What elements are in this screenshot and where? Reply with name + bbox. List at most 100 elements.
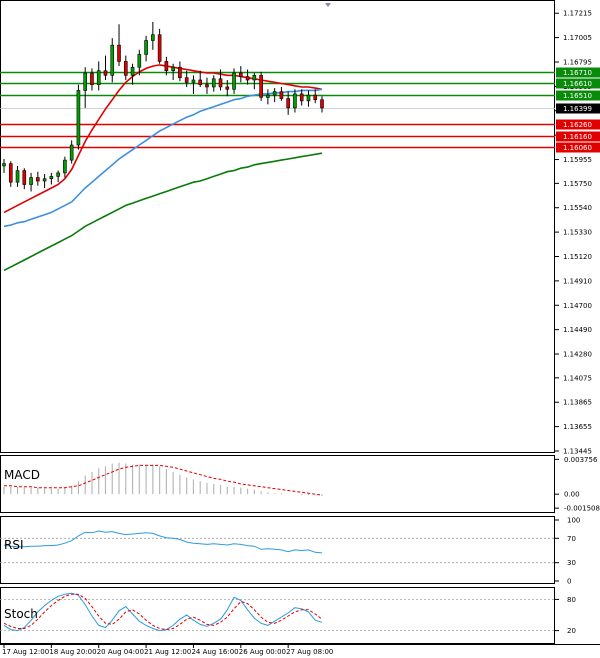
- candle-body-up: [69, 144, 74, 161]
- stoch-tick-label: 20: [567, 627, 576, 635]
- candle-body-down: [8, 163, 13, 183]
- price-level-tag-label: 1.16260: [563, 121, 592, 129]
- candle-body-down: [239, 72, 243, 77]
- price-tick-label: 1.15120: [563, 253, 592, 261]
- candle-body-down: [279, 91, 284, 99]
- current-price-tag-label: 1.16399: [563, 105, 592, 113]
- time-tick-label: 27 Aug 08:00: [286, 648, 333, 656]
- price-tick-label: 1.13655: [563, 423, 592, 431]
- candle-body-up: [76, 90, 81, 146]
- macd-tick-label: -0.001508: [564, 505, 600, 513]
- price-level-tag-label: 1.16510: [563, 92, 592, 100]
- time-tick-label: 20 Aug 04:00: [97, 648, 144, 656]
- moving-average-line-2: [3, 88, 323, 228]
- macd-tick-label: 0.00: [564, 491, 580, 499]
- moving-average-line-3: [3, 152, 323, 272]
- candle-body-up: [293, 93, 297, 109]
- price-tick-label: 1.15330: [563, 229, 592, 237]
- current-price-tag: [556, 103, 600, 114]
- price-level-tag: [556, 131, 600, 142]
- time-tick-label: 17 Aug 12:00: [2, 648, 49, 656]
- price-level-tag: [556, 119, 600, 130]
- candle-body-up: [130, 66, 135, 76]
- candle-body-down: [205, 84, 209, 88]
- candle-body-up: [56, 172, 60, 177]
- price-tick-label: 1.15955: [563, 156, 592, 164]
- candle-body-up: [191, 79, 196, 83]
- price-level-tag-label: 1.16610: [563, 80, 592, 88]
- candle-body-down: [299, 93, 304, 102]
- time-tick-label: 21 Aug 12:00: [144, 648, 191, 656]
- stoch-k-line: [3, 592, 323, 632]
- moving-average-line-1: [3, 64, 323, 214]
- candle-body-down: [218, 78, 223, 88]
- time-tick-label: 18 Aug 20:00: [49, 648, 96, 656]
- price-tick-label: 1.15750: [563, 180, 592, 188]
- candle-body-down: [320, 99, 324, 109]
- candle-body-down: [157, 34, 162, 62]
- rsi-tick-label: 100: [567, 517, 580, 525]
- candle-body-up: [151, 34, 155, 41]
- reference-lines: [0, 71, 555, 631]
- candle-body-up: [272, 91, 277, 96]
- price-level-tag: [556, 78, 600, 89]
- candle-body-up: [266, 94, 270, 98]
- candle-body-up: [144, 40, 148, 55]
- candle-body-up: [96, 70, 101, 85]
- price-tick-label: 1.14910: [563, 277, 592, 285]
- chart-marks: [2, 3, 331, 632]
- candle-body-down: [117, 44, 121, 62]
- time-tick-label: 24 Aug 16:00: [191, 648, 238, 656]
- price-tick-label: 1.17005: [563, 34, 592, 42]
- candle-body-up: [2, 163, 6, 167]
- candle-body-down: [245, 76, 250, 81]
- price-level-tag-label: 1.16160: [563, 133, 592, 141]
- price-level-tag-label: 1.16060: [563, 144, 592, 152]
- candle-body-down: [103, 70, 108, 76]
- candle-body-up: [232, 72, 236, 90]
- candle-body-down: [313, 94, 318, 101]
- price-tick-label: 1.14490: [563, 326, 592, 334]
- stoch-d-line: [3, 593, 323, 631]
- axis-labels: 1.172151.170051.167951.165851.163751.161…: [2, 10, 600, 656]
- stoch-tick-label: 80: [567, 596, 576, 604]
- price-tick-label: 1.13445: [563, 448, 592, 456]
- candle-body-up: [15, 170, 20, 183]
- candle-body-down: [90, 72, 94, 85]
- price-tick-label: 1.16795: [563, 58, 592, 66]
- chart-shift-marker: [325, 3, 331, 7]
- candle-body-down: [184, 77, 189, 83]
- panel-frame-macd: [0, 455, 555, 513]
- candle-body-up: [171, 66, 175, 72]
- price-tick-label: 1.13865: [563, 399, 592, 407]
- candle-body-up: [252, 75, 257, 81]
- candle-body-up: [42, 178, 47, 182]
- price-level-tag-label: 1.16710: [563, 69, 592, 77]
- time-tick-label: 26 Aug 00:00: [239, 648, 286, 656]
- candle-body-up: [306, 94, 311, 102]
- rsi-title: RSI: [4, 538, 24, 552]
- stoch-title: Stoch: [4, 607, 38, 621]
- candle-body-down: [225, 86, 230, 90]
- rsi-line: [3, 530, 323, 554]
- rsi-tick-label: 30: [567, 559, 576, 567]
- price-tick-label: 1.17215: [563, 10, 592, 18]
- candle-body-up: [49, 176, 54, 179]
- candle-body-down: [178, 66, 182, 78]
- candle-body-down: [123, 61, 128, 76]
- candle-body-up: [110, 44, 115, 76]
- candle-body-down: [259, 75, 263, 98]
- candle-body-up: [211, 78, 216, 88]
- rsi-tick-label: 70: [567, 535, 576, 543]
- candle-body-up: [63, 159, 67, 174]
- price-level-tag: [556, 67, 600, 78]
- candle-body-up: [137, 54, 142, 68]
- price-tick-label: 1.14075: [563, 374, 592, 382]
- candle-body-down: [164, 61, 169, 72]
- candle-body-down: [36, 177, 40, 182]
- price-level-tag: [556, 142, 600, 153]
- candle-body-down: [198, 79, 203, 85]
- macd-signal-line: [4, 464, 323, 496]
- panel-frame-stoch: [0, 587, 555, 644]
